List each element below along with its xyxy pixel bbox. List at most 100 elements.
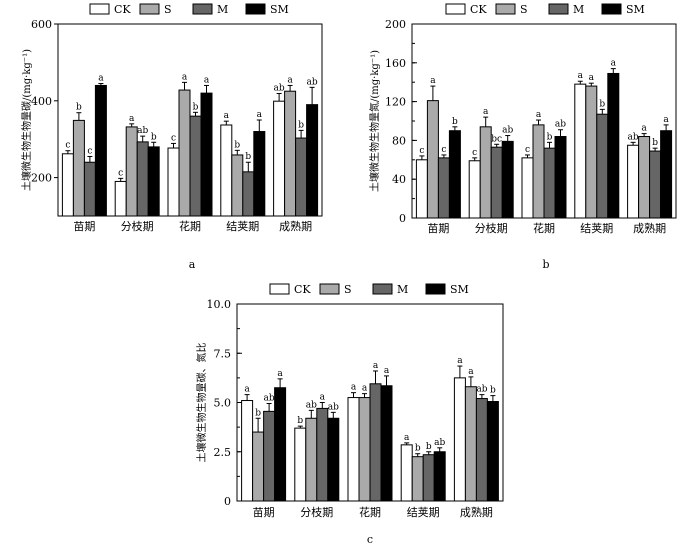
bar-M-1	[263, 410, 276, 502]
y-tick-label: 0	[399, 212, 406, 225]
legend: CK S M SM	[269, 283, 469, 296]
legend-label-SM: SM	[270, 3, 289, 16]
significance-letter: a	[536, 110, 542, 120]
significance-letter: b	[76, 103, 82, 113]
bar-SM-1	[448, 130, 461, 219]
bar-S-1	[72, 119, 85, 217]
significance-letter: a	[277, 369, 283, 379]
significance-letter: c	[118, 168, 123, 178]
bar-S-5	[464, 386, 477, 502]
significance-letter: ab	[502, 126, 513, 136]
bar-CK-1	[61, 153, 74, 217]
bar-SM-4	[433, 451, 446, 502]
bar-M-2	[136, 141, 149, 217]
y-axis-title: 土壤微生物生物量氮/(mg·kg⁻¹)	[368, 50, 381, 192]
chart-panel-b: 0 40 80 120 160 200 土壤微生物生物量氮/(mg·kg⁻¹) c a c b 苗期 c…	[368, 3, 677, 271]
bar-S-4	[585, 85, 598, 219]
significance-letter: a	[373, 361, 379, 371]
bar-S-4	[411, 456, 424, 502]
significance-letter: a	[641, 124, 647, 134]
y-tick-label: 120	[385, 96, 406, 109]
bar-S-1	[426, 100, 439, 219]
panel-label: a	[189, 258, 196, 271]
bar-SM-5	[660, 130, 673, 219]
significance-letter: c	[472, 148, 477, 158]
bar-S-4	[231, 154, 244, 217]
bar-S-3	[178, 89, 191, 217]
legend-label-S: S	[344, 283, 352, 296]
bar-SM-4	[253, 131, 266, 217]
bar-S-5	[284, 90, 297, 217]
significance-letter: a	[362, 384, 368, 394]
significance-letter: bc	[491, 134, 502, 144]
bar-CK-3	[347, 397, 360, 502]
significance-letter: b	[234, 140, 240, 150]
y-tick-label: 5.0	[214, 397, 232, 410]
bar-M-2	[316, 407, 329, 502]
bar-SM-2	[327, 417, 340, 502]
significance-letter: a	[663, 115, 669, 125]
significance-letter: b	[452, 117, 458, 127]
legend-swatch-M	[372, 283, 393, 295]
y-axis-title: 土壤微生物生物量碳/(mg·kg⁻¹)	[20, 49, 33, 191]
bar-CK-5	[453, 377, 466, 502]
significance-letter: a	[129, 114, 135, 124]
y-tick-label: 600	[31, 18, 52, 31]
significance-letter: a	[320, 393, 326, 403]
panel-label: b	[542, 258, 549, 271]
bar-SM-2	[501, 140, 514, 219]
legend-swatch-SM	[425, 283, 446, 295]
significance-letter: c	[65, 141, 70, 151]
bar-M-2	[490, 146, 503, 219]
significance-letter: b	[298, 120, 304, 130]
y-tick-label: 2.5	[214, 446, 232, 459]
significance-letter: a	[182, 72, 188, 82]
bar-CK-4	[574, 83, 587, 219]
x-category-label: 苗期	[427, 222, 449, 235]
bar-S-3	[358, 397, 371, 502]
x-category-label: 结荚期	[580, 221, 613, 235]
bar-M-4	[596, 113, 609, 219]
significance-letter: a	[468, 367, 474, 377]
significance-letter: a	[457, 356, 463, 366]
bar-M-4	[242, 171, 255, 217]
legend-swatch-S	[319, 283, 340, 295]
legend-label-M: M	[217, 3, 228, 16]
significance-letter: ab	[555, 120, 566, 130]
significance-letter: c	[441, 145, 446, 155]
bar-CK-2	[114, 180, 127, 217]
legend-swatch-SM	[245, 3, 266, 15]
x-category-label: 成熟期	[460, 505, 493, 519]
legend-label-CK: CK	[114, 3, 131, 16]
bar-M-3	[189, 115, 202, 217]
significance-letter: a	[351, 383, 357, 393]
x-category-label: 结荚期	[226, 219, 259, 233]
significance-letter: c	[87, 146, 92, 156]
significance-letter: b	[193, 102, 199, 112]
x-category-label: 结荚期	[407, 505, 440, 519]
legend: CK S M SM	[445, 3, 645, 16]
significance-letter: b	[297, 416, 303, 426]
significance-letter: ab	[306, 400, 317, 410]
bar-CK-1	[241, 400, 254, 502]
bar-M-3	[543, 147, 556, 219]
significance-letter: a	[611, 59, 617, 69]
x-category-label: 分枝期	[121, 219, 154, 233]
significance-letter: a	[384, 366, 390, 376]
legend-label-SM: SM	[450, 283, 469, 296]
legend-swatch-CK	[269, 283, 290, 295]
x-category-label: 花期	[179, 220, 201, 233]
bar-SM-5	[306, 104, 319, 217]
significance-letter: a	[287, 75, 293, 85]
bar-SM-3	[380, 385, 393, 502]
x-category-label: 花期	[533, 222, 555, 235]
significance-letter: ab	[476, 385, 487, 395]
x-category-label: 花期	[359, 506, 381, 519]
significance-letter: ab	[264, 393, 275, 403]
x-category-label: 分枝期	[300, 505, 333, 519]
bar-M-5	[649, 150, 662, 219]
